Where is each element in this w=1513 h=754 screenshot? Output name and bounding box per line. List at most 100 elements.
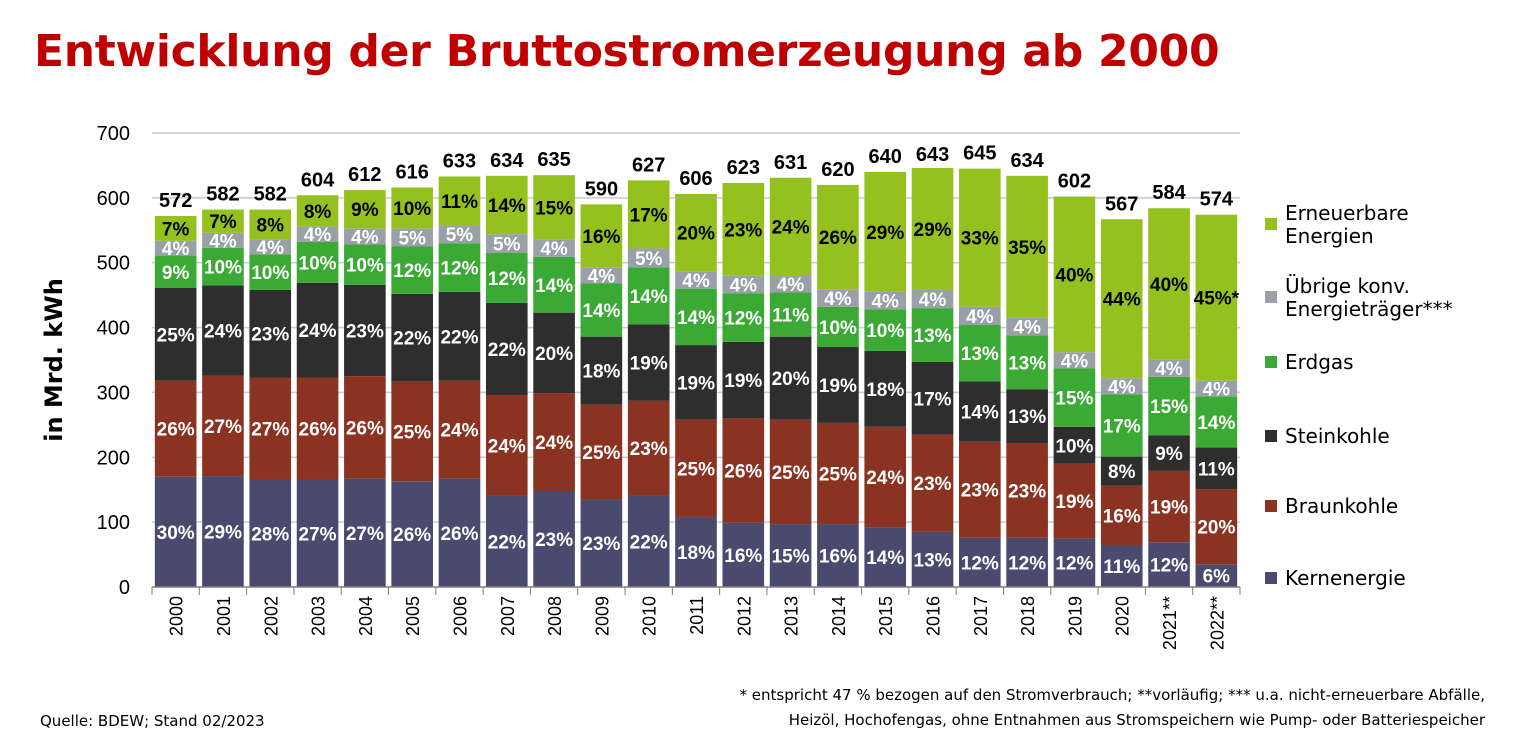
x-tick-label: 2007 <box>498 596 518 636</box>
segment-percent-label: 5% <box>446 225 474 246</box>
segment-percent-label: 4% <box>966 307 994 328</box>
segment-percent-label: 9% <box>1155 444 1183 465</box>
bar-segment <box>438 478 481 587</box>
bar-segment <box>533 256 575 313</box>
segment-percent-label: 13% <box>1008 353 1046 374</box>
segment-percent-label: 12% <box>724 309 762 330</box>
segment-percent-label: 29% <box>914 220 952 241</box>
bar-total-label: 627 <box>632 154 665 176</box>
segment-percent-label: 26% <box>346 418 384 439</box>
bar-segment <box>817 184 859 290</box>
segment-percent-label: 24% <box>772 217 810 238</box>
segment-percent-label: 22% <box>488 340 526 361</box>
segment-percent-label: 24% <box>204 321 242 342</box>
bar-segment <box>344 244 386 285</box>
bar-segment <box>1148 359 1190 377</box>
bar-segment <box>580 283 623 337</box>
y-tick-label: 0 <box>119 577 130 599</box>
segment-percent-label: 23% <box>724 220 762 241</box>
segment-percent-label: 5% <box>493 235 521 256</box>
bar-segment <box>817 347 859 423</box>
segment-percent-label: 19% <box>1150 498 1188 519</box>
bar-segment <box>769 275 812 293</box>
bar-segment <box>533 491 575 587</box>
y-tick-label: 400 <box>97 318 130 340</box>
x-tick-label: 2010 <box>640 596 660 636</box>
bar-segment <box>154 380 197 477</box>
segment-percent-label: 8% <box>1108 462 1136 483</box>
bar-segment <box>438 380 481 479</box>
segment-percent-label: 40% <box>1055 265 1093 286</box>
bar-segment <box>296 282 339 378</box>
bar-segment <box>1006 389 1048 444</box>
segment-percent-label: 15% <box>1055 389 1093 410</box>
segment-percent-label: 4% <box>824 289 852 310</box>
bar-segment <box>769 419 812 525</box>
bar-segment <box>580 404 623 500</box>
bar-segment <box>627 324 670 401</box>
segment-percent-label: 25% <box>772 463 810 484</box>
segment-percent-label: 16% <box>1103 507 1141 528</box>
bar-segment <box>296 479 339 587</box>
bar-total-label: 634 <box>1010 150 1044 172</box>
segment-percent-label: 10% <box>866 321 904 342</box>
bar-segment <box>202 375 244 477</box>
bar-segment <box>675 288 717 346</box>
bar-segment <box>722 182 765 276</box>
y-tick-label: 300 <box>97 382 130 404</box>
segment-percent-label: 14% <box>677 308 715 329</box>
bar-segment <box>675 516 717 587</box>
bar-segment <box>344 284 386 377</box>
segment-percent-label: 14% <box>1197 413 1235 434</box>
bar-total-label: 634 <box>490 150 524 172</box>
bar-total-label: 590 <box>585 178 618 200</box>
segment-percent-label: 10% <box>299 253 337 274</box>
bar-segment <box>1148 208 1190 360</box>
legend-label: Erdgas <box>1285 350 1354 374</box>
segment-percent-label: 29% <box>204 523 242 544</box>
bar-segment <box>391 246 433 294</box>
segment-percent-label: 18% <box>677 543 715 564</box>
bar-segment <box>1195 380 1238 397</box>
segment-percent-label: 22% <box>393 329 431 350</box>
segment-percent-label: 12% <box>1055 554 1093 575</box>
x-tick-label: 2017 <box>971 596 991 636</box>
bar-segment <box>154 255 197 289</box>
segment-percent-label: 25% <box>393 422 431 443</box>
segment-percent-label: 4% <box>351 227 379 248</box>
segment-percent-label: 26% <box>440 524 478 545</box>
segment-percent-label: 16% <box>724 546 762 567</box>
y-tick-label: 600 <box>97 188 130 210</box>
segment-percent-label: 19% <box>724 371 762 392</box>
segment-percent-label: 7% <box>162 219 190 240</box>
footnote-line-1: * entspricht 47 % bezogen auf den Stromv… <box>739 686 1485 704</box>
segment-percent-label: 15% <box>535 198 573 219</box>
bar-segment <box>722 522 765 587</box>
segment-percent-label: 23% <box>914 474 952 495</box>
bar-total-label: 582 <box>206 184 239 206</box>
bar-segment <box>1100 456 1143 486</box>
bar-segment <box>864 350 907 427</box>
bar-segment <box>154 216 197 241</box>
bar-segment <box>533 393 575 492</box>
segment-percent-label: 44% <box>1103 290 1141 311</box>
bar-segment <box>675 345 717 420</box>
segment-percent-label: 14% <box>582 301 620 322</box>
segment-percent-label: 25% <box>582 443 620 464</box>
bar-segment <box>722 293 765 342</box>
bar-segment <box>1006 537 1048 587</box>
segment-percent-label: 18% <box>866 380 904 401</box>
bar-segment <box>769 336 812 420</box>
segment-percent-label: 5% <box>635 249 663 270</box>
bar-segment <box>1100 219 1143 379</box>
bar-segment <box>202 285 244 376</box>
legend-swatch <box>1265 356 1277 368</box>
segment-percent-label: 26% <box>157 420 195 441</box>
x-tick-label: 2020 <box>1113 596 1133 636</box>
segment-percent-label: 25% <box>819 465 857 486</box>
bar-segment <box>344 376 386 479</box>
bar-segment <box>1100 394 1143 457</box>
bar-segment <box>202 209 244 233</box>
bar-segment <box>1053 538 1096 587</box>
bar-segment <box>296 226 339 242</box>
